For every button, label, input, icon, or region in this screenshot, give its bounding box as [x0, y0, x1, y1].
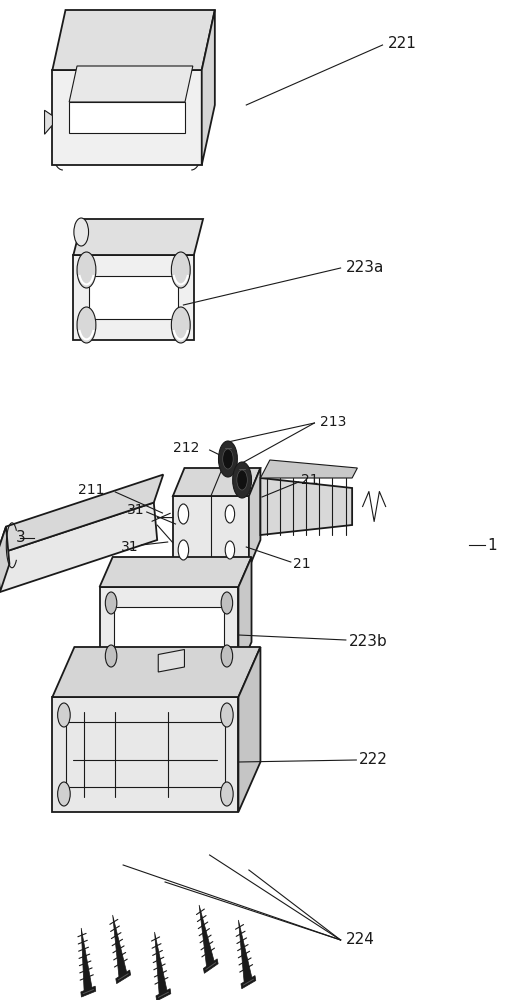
Circle shape [178, 540, 189, 560]
Circle shape [178, 504, 189, 524]
Polygon shape [238, 920, 253, 984]
Polygon shape [202, 10, 215, 165]
Polygon shape [238, 557, 252, 672]
Polygon shape [52, 647, 260, 697]
Polygon shape [0, 527, 9, 592]
Circle shape [223, 449, 233, 469]
Circle shape [225, 505, 235, 523]
Polygon shape [45, 110, 52, 134]
Polygon shape [260, 478, 352, 535]
Circle shape [221, 645, 233, 667]
Polygon shape [69, 102, 185, 133]
Text: 211: 211 [78, 483, 105, 497]
Circle shape [77, 252, 96, 288]
Polygon shape [0, 503, 157, 592]
Text: 212: 212 [173, 441, 199, 455]
Polygon shape [89, 276, 178, 319]
Text: 223b: 223b [348, 635, 387, 650]
Polygon shape [113, 915, 127, 979]
Circle shape [233, 462, 252, 498]
Polygon shape [52, 70, 202, 165]
Circle shape [221, 592, 233, 614]
Circle shape [225, 541, 235, 559]
Polygon shape [0, 475, 163, 555]
Polygon shape [116, 970, 130, 984]
Text: 213: 213 [320, 415, 346, 429]
Polygon shape [158, 650, 184, 672]
Polygon shape [173, 496, 249, 568]
Polygon shape [100, 557, 252, 587]
Polygon shape [249, 468, 260, 568]
Polygon shape [173, 468, 260, 496]
Polygon shape [260, 460, 357, 478]
Circle shape [221, 782, 233, 806]
Polygon shape [100, 587, 238, 672]
Polygon shape [52, 697, 238, 812]
Text: 223a: 223a [346, 259, 384, 274]
Polygon shape [156, 989, 171, 1000]
Circle shape [105, 645, 117, 667]
Polygon shape [69, 66, 193, 102]
Text: 1: 1 [487, 538, 497, 552]
Text: 224: 224 [346, 932, 375, 948]
Circle shape [219, 441, 237, 477]
Polygon shape [73, 219, 203, 255]
Polygon shape [203, 959, 218, 973]
Text: 3: 3 [16, 530, 26, 546]
Polygon shape [114, 607, 224, 652]
Polygon shape [73, 255, 194, 340]
Polygon shape [241, 976, 256, 989]
Circle shape [74, 218, 89, 246]
Polygon shape [155, 932, 168, 997]
Circle shape [58, 703, 70, 727]
Polygon shape [52, 10, 215, 70]
Text: 31: 31 [126, 503, 144, 517]
Circle shape [237, 470, 247, 490]
Polygon shape [81, 986, 96, 997]
Polygon shape [81, 928, 92, 993]
Circle shape [77, 307, 96, 343]
Polygon shape [199, 905, 215, 969]
Circle shape [171, 252, 190, 288]
Text: 21: 21 [301, 473, 319, 487]
Circle shape [221, 703, 233, 727]
Polygon shape [238, 647, 260, 812]
Text: 221: 221 [388, 36, 417, 51]
Circle shape [171, 307, 190, 343]
Text: 31: 31 [121, 540, 139, 554]
Circle shape [105, 592, 117, 614]
Text: 21: 21 [293, 557, 311, 571]
Text: 222: 222 [359, 752, 388, 768]
Circle shape [58, 782, 70, 806]
